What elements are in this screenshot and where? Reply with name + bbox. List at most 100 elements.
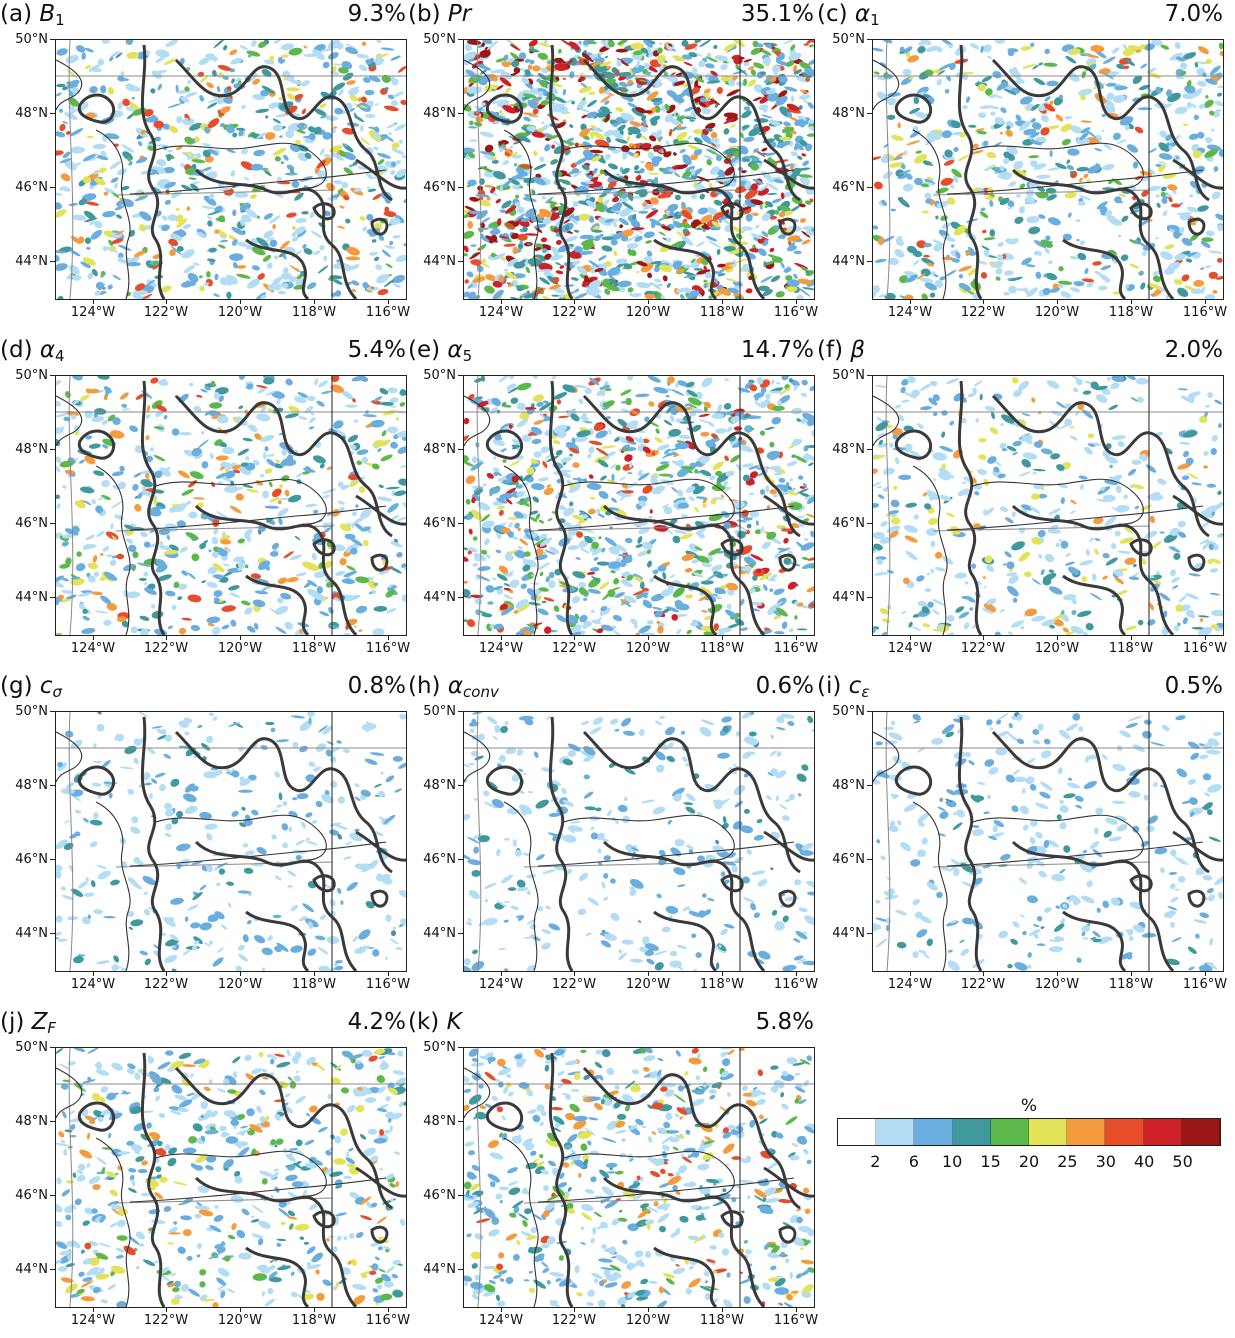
latitude-label: 50°N [0,705,48,718]
colorbar-swatch [914,1119,952,1145]
longitude-tick [166,635,167,640]
field-speckles [464,376,814,635]
latitude-tick [50,1047,55,1048]
latitude-label: 50°N [408,33,456,46]
longitude-label: 122°W [549,1314,599,1327]
colorbar-tick-label: 10 [934,1152,970,1171]
terrain-contour-major [142,717,164,971]
field-speckles [56,712,406,971]
colorbar-swatch [991,1119,1029,1145]
longitude-tick [648,635,649,640]
longitude-tick [722,1307,723,1312]
panel-title: (g) cσ [0,672,62,700]
longitude-tick [1131,971,1132,976]
latitude-tick [867,449,872,450]
map-area [55,375,407,636]
longitude-tick [910,635,911,640]
latitude-tick [867,113,872,114]
latitude-label: 46°N [408,853,456,866]
colorbar-swatch [1144,1119,1182,1145]
longitude-label: 118°W [697,306,747,319]
latitude-label: 46°N [0,181,48,194]
panel-percentage: 2.0% [1165,336,1223,364]
latitude-tick [458,449,463,450]
panel-title: (i) cε [817,672,869,700]
field-speckles [464,40,814,299]
longitude-label: 116°W [1180,978,1230,991]
parameter-symbol: α [40,337,55,363]
latitude-tick [458,187,463,188]
map-area [872,375,1224,636]
panel-title: (b) Pr [408,0,471,28]
panel-percentage: 5.4% [348,336,406,364]
latitude-tick [867,711,872,712]
latitude-tick [50,261,55,262]
longitude-label: 124°W [476,978,526,991]
latitude-label: 50°N [817,369,865,382]
longitude-label: 116°W [771,978,821,991]
latitude-label: 44°N [817,591,865,604]
sensitivity-field [873,40,1223,299]
longitude-label: 118°W [697,1314,747,1327]
latitude-label: 46°N [408,517,456,530]
colorbar-tick-label: 6 [896,1152,932,1171]
panel-label: (e) [408,337,447,363]
latitude-label: 44°N [817,255,865,268]
longitude-label: 122°W [141,1314,191,1327]
longitude-tick [93,1307,94,1312]
map-area [55,1047,407,1308]
panel-label: (f) [817,337,850,363]
terrain-contour [130,842,386,866]
map-area [872,711,1224,972]
latitude-label: 46°N [0,1189,48,1202]
longitude-label: 116°W [363,978,413,991]
terrain-contour [130,1178,386,1202]
longitude-tick [388,635,389,640]
longitude-label: 122°W [141,978,191,991]
parameter-subscript: 1 [870,11,880,29]
longitude-tick [1057,635,1058,640]
longitude-tick [1205,971,1206,976]
latitude-label: 48°N [408,443,456,456]
latitude-tick [50,375,55,376]
longitude-label: 118°W [1106,978,1156,991]
map-area [872,39,1224,300]
panel-percentage: 4.2% [348,1008,406,1036]
map-area [463,39,815,300]
panel-percentage: 5.8% [756,1008,814,1036]
parameter-symbol: α [447,337,462,363]
terrain-contour-major [487,1103,521,1130]
terrain-contour [156,479,326,524]
longitude-label: 120°W [215,306,265,319]
parameter-symbol: α [855,1,870,27]
longitude-tick [910,299,911,304]
colorbar-tick-label: 2 [857,1152,893,1171]
longitude-label: 116°W [363,306,413,319]
terrain-contour-major [372,891,387,906]
panel-title: (j) ZF [0,1008,56,1036]
longitude-label: 122°W [141,642,191,655]
latitude-tick [458,523,463,524]
panel-title: (f) β [817,336,865,364]
longitude-label: 116°W [1180,642,1230,655]
longitude-tick [240,299,241,304]
latitude-label: 48°N [408,779,456,792]
map-area [463,375,815,636]
panel-title: (h) αconv [408,672,499,700]
longitude-label: 124°W [476,642,526,655]
longitude-label: 118°W [697,642,747,655]
panel-label: (i) [817,673,849,699]
latitude-label: 46°N [0,517,48,530]
latitude-label: 48°N [0,443,48,456]
latitude-label: 44°N [408,1263,456,1276]
parameter-symbol: β [850,337,865,363]
longitude-tick [501,971,502,976]
latitude-label: 46°N [0,853,48,866]
longitude-label: 122°W [549,306,599,319]
longitude-tick [796,635,797,640]
longitude-tick [388,299,389,304]
